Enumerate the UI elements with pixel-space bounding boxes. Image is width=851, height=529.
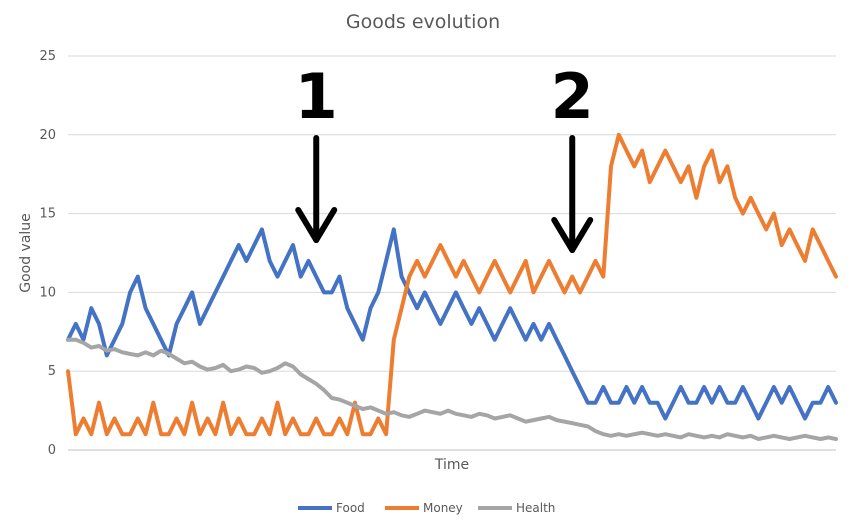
y-tick-25: 25 xyxy=(39,49,56,64)
series-line-health xyxy=(66,337,838,441)
y-tick-5: 5 xyxy=(48,364,56,379)
chart-title: Goods evolution xyxy=(346,11,500,33)
annotation-arrow-head-2 xyxy=(551,217,594,253)
series-line-food xyxy=(66,227,838,421)
y-tick-10: 10 xyxy=(39,285,56,300)
annotation-label-2: 2 xyxy=(551,60,594,133)
series-line-money xyxy=(66,132,838,437)
y-tick-20: 20 xyxy=(39,128,56,143)
annotation-arrow-head-1 xyxy=(295,207,338,243)
y-axis-label: Good value xyxy=(18,213,34,293)
annotation-label-1: 1 xyxy=(295,60,338,133)
y-tick-labels: 0 5 10 15 20 25 xyxy=(39,49,56,458)
y-tick-15: 15 xyxy=(39,207,56,222)
legend: Food Money Health xyxy=(298,501,555,515)
legend-label-money: Money xyxy=(423,501,463,515)
legend-label-food: Food xyxy=(336,501,365,515)
x-axis-label: Time xyxy=(434,457,469,473)
legend-label-health: Health xyxy=(516,501,555,515)
y-tick-0: 0 xyxy=(48,443,56,458)
grid xyxy=(68,55,836,451)
series-group xyxy=(66,132,838,441)
